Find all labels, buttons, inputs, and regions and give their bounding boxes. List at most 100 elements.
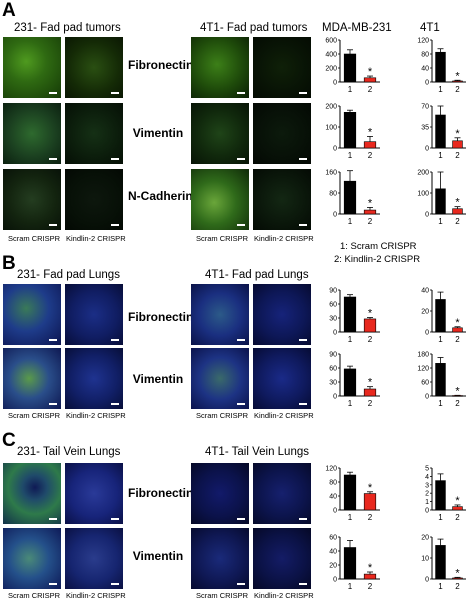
col-label-a-4t1-scram: Scram CRISPR bbox=[196, 234, 249, 243]
x-tick-label: 1 bbox=[348, 513, 353, 522]
y-tick-label: 100 bbox=[417, 191, 429, 198]
bar-2 bbox=[363, 573, 377, 580]
y-tick-label: 2 bbox=[425, 491, 429, 498]
x-tick-label: 1 bbox=[438, 217, 443, 226]
panel-b-left-title: 231- Fad pad Lungs bbox=[17, 269, 120, 281]
y-tick-label: 20 bbox=[329, 563, 337, 570]
y-tick-label: 40 bbox=[421, 288, 429, 295]
y-tick-label: 60 bbox=[421, 380, 429, 387]
y-tick-label: 100 bbox=[325, 125, 337, 132]
col-label-a-231-scram: Scram CRISPR bbox=[8, 234, 61, 243]
bar-chart-b-4t1-fibronectin: 0 20 40 1 * 2 bbox=[421, 288, 466, 344]
micrograph-a-4t1-kindlin-ncadherin bbox=[253, 169, 311, 230]
y-tick-label: 60 bbox=[329, 535, 337, 542]
x-tick-label: 1 bbox=[438, 513, 443, 522]
bar-2 bbox=[363, 493, 377, 511]
bar-1 bbox=[435, 545, 446, 580]
micrograph-b-4t1-kindlin-fibronectin bbox=[253, 284, 311, 345]
micrograph-b-231-kindlin-fibronectin bbox=[65, 284, 123, 345]
col-label-b-4t1-kindlin: Kindlin-2 CRISPR bbox=[254, 411, 314, 420]
micrograph-c-231-scram-fibronectin bbox=[3, 463, 61, 524]
y-tick-label: 1 bbox=[425, 499, 429, 506]
y-tick-label: 120 bbox=[417, 366, 429, 373]
y-tick-label: 400 bbox=[325, 52, 337, 59]
col-label-a-4t1-kindlin: Kindlin-2 CRISPR bbox=[254, 234, 314, 243]
y-tick-label: 40 bbox=[329, 494, 337, 501]
y-tick-label: 80 bbox=[421, 52, 429, 59]
bar-1 bbox=[343, 112, 357, 149]
y-tick-label: 4 bbox=[425, 474, 429, 481]
y-tick-label: 20 bbox=[421, 535, 429, 542]
significance-star: * bbox=[455, 385, 460, 397]
significance-star: * bbox=[455, 128, 460, 140]
col-label-a-231-kindlin: Kindlin-2 CRISPR bbox=[66, 234, 126, 243]
x-tick-label: 1 bbox=[348, 85, 353, 94]
bar-1 bbox=[435, 51, 446, 83]
x-tick-label: 2 bbox=[368, 513, 373, 522]
y-tick-label: 200 bbox=[417, 170, 429, 177]
x-tick-label: 1 bbox=[348, 335, 353, 344]
panel-a-left-title: 231- Fad pad tumors bbox=[14, 22, 121, 34]
y-tick-label: 90 bbox=[329, 288, 337, 295]
y-tick-label: 120 bbox=[325, 466, 337, 473]
x-tick-label: 2 bbox=[368, 399, 373, 408]
y-tick-label: 80 bbox=[329, 191, 337, 198]
bar-chart-c-4t1-vimentin: 0 10 20 1 * 2 bbox=[421, 535, 466, 591]
bar-1 bbox=[435, 114, 446, 149]
x-tick-label: 1 bbox=[438, 335, 443, 344]
chart-title-mda-mb-231: MDA-MB-231 bbox=[322, 22, 392, 34]
y-tick-label: 30 bbox=[329, 380, 337, 387]
bar-1 bbox=[435, 299, 446, 333]
bar-2 bbox=[452, 140, 463, 149]
micrograph-a-4t1-kindlin-vimentin bbox=[253, 103, 311, 164]
y-tick-label: 60 bbox=[329, 366, 337, 373]
y-tick-label: 0 bbox=[425, 394, 429, 401]
x-tick-label: 1 bbox=[438, 582, 443, 591]
micrograph-c-231-kindlin-fibronectin bbox=[65, 463, 123, 524]
bar-chart-c-231-vimentin: 0 20 40 60 1 * 2 bbox=[329, 535, 380, 591]
bar-1 bbox=[435, 188, 446, 215]
micrograph-c-4t1-scram-vimentin bbox=[191, 528, 249, 589]
legend-item-1: 1: Scram CRISPR bbox=[340, 241, 417, 252]
bar-1 bbox=[343, 368, 357, 397]
x-tick-label: 2 bbox=[455, 151, 460, 160]
marker-label-c-vimentin: Vimentin bbox=[132, 549, 184, 563]
x-tick-label: 2 bbox=[368, 217, 373, 226]
y-tick-label: 30 bbox=[329, 316, 337, 323]
bar-2 bbox=[452, 577, 463, 580]
y-tick-label: 0 bbox=[333, 330, 337, 337]
bar-chart-a-4t1-fibronectin: 0 40 80 120 1 * 2 bbox=[417, 38, 466, 94]
marker-label-a-ncadherin: N-Cadherin bbox=[128, 189, 193, 203]
y-tick-label: 120 bbox=[417, 38, 429, 45]
col-label-c-231-scram: Scram CRISPR bbox=[8, 591, 61, 600]
x-tick-label: 1 bbox=[348, 151, 353, 160]
panel-c-right-title: 4T1- Tail Vein Lungs bbox=[205, 446, 309, 458]
panel-letter-b: B bbox=[2, 253, 16, 274]
marker-label-a-vimentin: Vimentin bbox=[132, 126, 184, 140]
panel-a-right-title: 4T1- Fad pad tumors bbox=[200, 22, 308, 34]
y-tick-label: 200 bbox=[325, 66, 337, 73]
bar-2 bbox=[363, 77, 377, 83]
y-tick-label: 35 bbox=[421, 125, 429, 132]
significance-star: * bbox=[455, 317, 460, 329]
y-tick-label: 200 bbox=[325, 104, 337, 111]
x-tick-label: 2 bbox=[455, 513, 460, 522]
x-tick-label: 1 bbox=[438, 151, 443, 160]
micrograph-b-231-kindlin-vimentin bbox=[65, 348, 123, 409]
y-tick-label: 600 bbox=[325, 38, 337, 45]
bar-2 bbox=[363, 141, 377, 149]
panel-b-right-title: 4T1- Fad pad Lungs bbox=[205, 269, 309, 281]
micrograph-c-4t1-kindlin-fibronectin bbox=[253, 463, 311, 524]
bar-chart-b-231-vimentin: 0 30 60 90 1 * 2 bbox=[329, 352, 380, 408]
bar-chart-a-4t1-vimentin: 0 35 70 1 * 2 bbox=[421, 104, 466, 160]
y-tick-label: 0 bbox=[425, 146, 429, 153]
col-label-b-231-scram: Scram CRISPR bbox=[8, 411, 61, 420]
x-tick-label: 1 bbox=[348, 399, 353, 408]
y-tick-label: 3 bbox=[425, 482, 429, 489]
y-tick-label: 0 bbox=[425, 508, 429, 515]
y-tick-label: 0 bbox=[425, 330, 429, 337]
y-tick-label: 10 bbox=[421, 556, 429, 563]
micrograph-b-4t1-kindlin-vimentin bbox=[253, 348, 311, 409]
significance-star: * bbox=[368, 562, 373, 574]
